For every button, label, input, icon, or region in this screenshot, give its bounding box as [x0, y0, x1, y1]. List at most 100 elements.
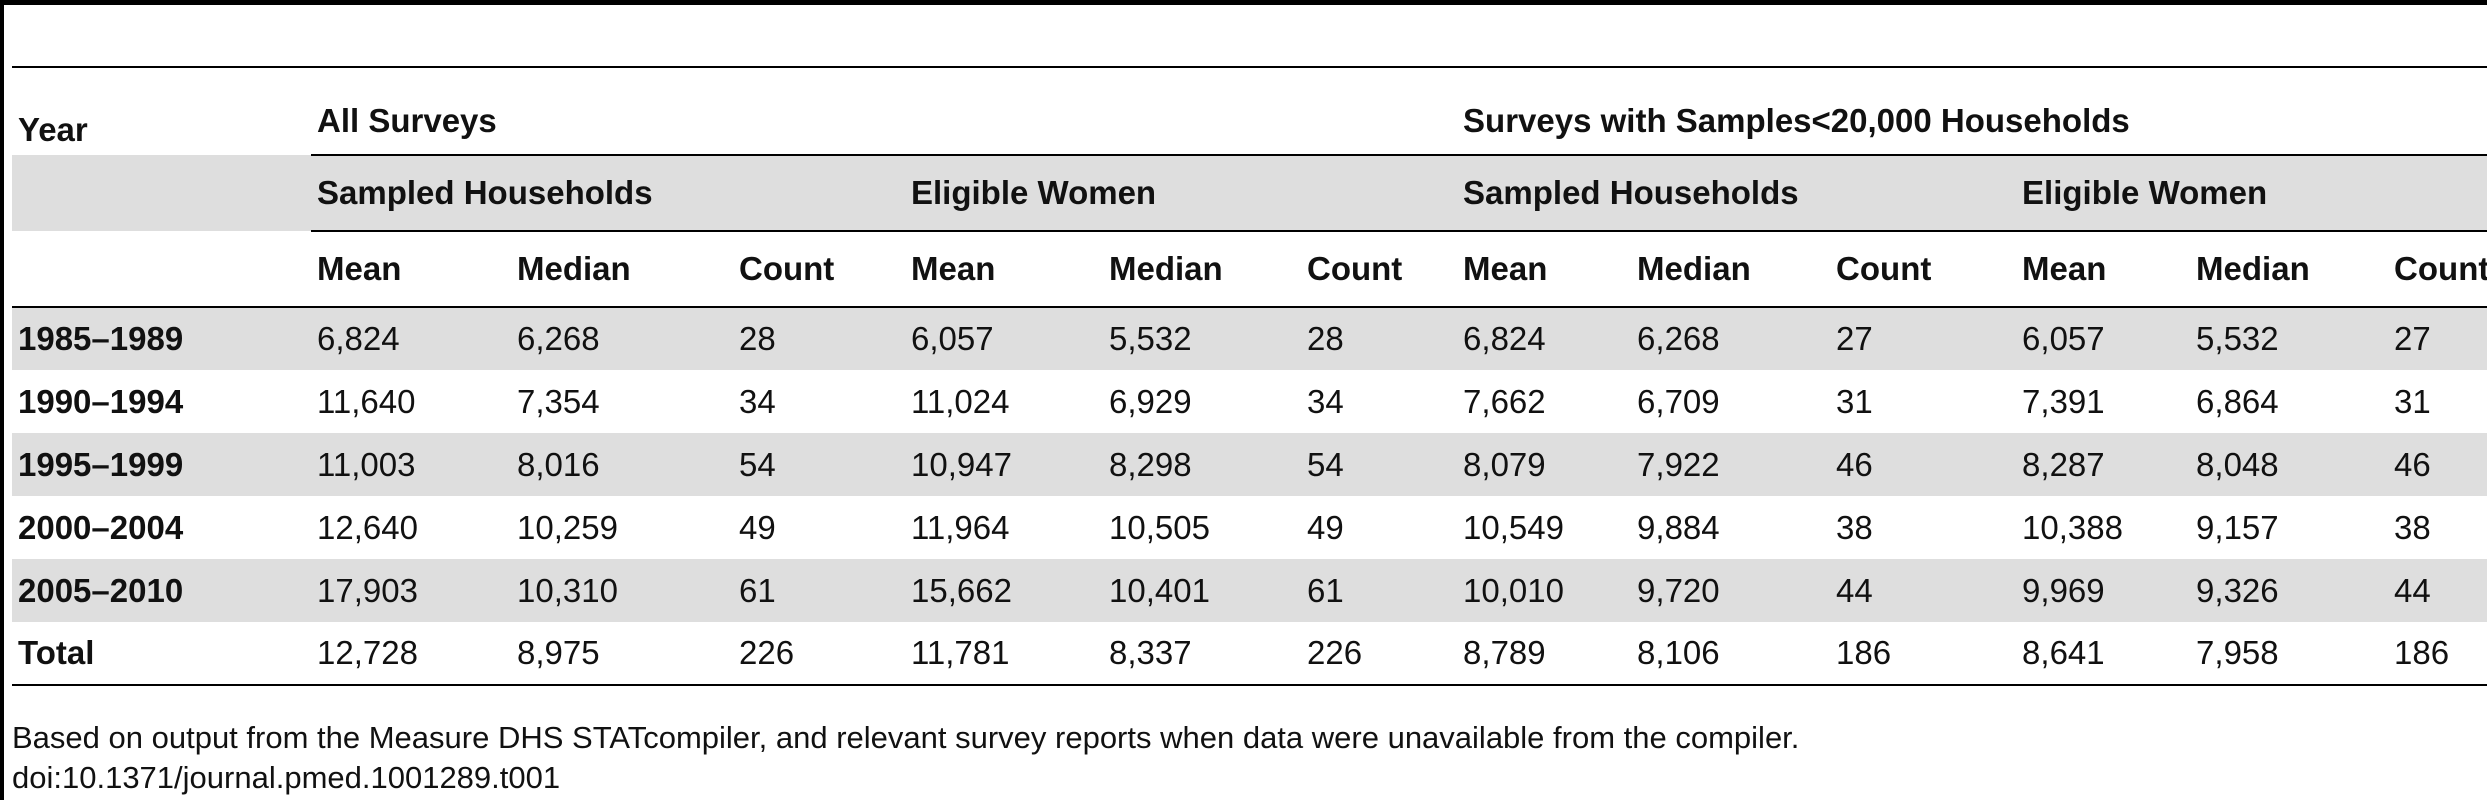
table-cell: 49: [1307, 508, 1344, 546]
table-cell: 6,709: [1637, 382, 1720, 420]
table-row: Total 12,728 8,975 226 11,781 8,337 226 8,789 8,…: [12, 622, 2487, 686]
table-cell: 11,781: [905, 622, 1103, 686]
top-rule: [0, 0, 2487, 5]
stat-header-median: Median: [1103, 230, 1301, 307]
subgroup-header-sampled-households-all: Sampled Households: [311, 154, 905, 231]
subgroup-header-eligible-women-small: Eligible Women: [2016, 154, 2487, 231]
table-cell: 49: [739, 508, 776, 546]
stat-header-mean: Mean: [905, 230, 1103, 307]
group-header-row: Year All Surveys Surveys with Samples<20…: [12, 66, 2487, 155]
row-year: 1985–1989: [12, 307, 311, 370]
table-cell: 9,720: [1631, 559, 1831, 622]
table-cell: 11,640: [317, 382, 416, 420]
table-cell: 8,016: [511, 433, 733, 496]
table-cell: 5,532: [2190, 307, 2389, 370]
table-cell: 226: [1301, 622, 1458, 686]
table-cell: 54: [1301, 433, 1458, 496]
row-year: 1990–1994: [18, 382, 184, 420]
table-cell: 6,057: [905, 307, 1103, 370]
table-cell: 7,391: [2022, 382, 2105, 420]
table-cell: 46: [1830, 433, 2017, 496]
footnote: Based on output from the Measure DHS STA…: [12, 720, 1800, 755]
row-year: 2005–2010: [12, 559, 311, 622]
group-header-all-surveys: All Surveys: [311, 66, 1458, 155]
table-cell: 27: [1830, 307, 2017, 370]
table-cell: 6,864: [2196, 382, 2279, 420]
left-rule: [0, 0, 4, 800]
table-cell: 38: [1836, 508, 1873, 546]
table-cell: 7,354: [517, 382, 600, 420]
row-year: 2000–2004: [18, 508, 184, 546]
table-cell: 38: [2394, 508, 2431, 546]
table-cell: 12,728: [311, 622, 511, 686]
table-cell: 12,640: [317, 508, 418, 546]
table-cell: 8,298: [1103, 433, 1301, 496]
table-cell: 10,947: [905, 433, 1103, 496]
table-cell: 46: [2388, 433, 2487, 496]
table-cell: 186: [1830, 622, 2017, 686]
table-cell: 186: [2388, 622, 2487, 686]
subgroup-header-sampled-households-small: Sampled Households: [1457, 154, 2017, 231]
table-cell: 17,903: [311, 559, 511, 622]
table-cell: 10,259: [517, 508, 618, 546]
stat-header-row: Mean Median Count Mean Median Count Mean…: [12, 230, 2487, 307]
table-cell: 9,326: [2190, 559, 2389, 622]
table-cell: 226: [733, 622, 905, 686]
table-cell: 10,549: [1463, 508, 1564, 546]
table-cell: 31: [1836, 382, 1873, 420]
table-cell: 34: [739, 382, 776, 420]
table-cell: 8,048: [2190, 433, 2389, 496]
table-cell: 11,964: [911, 508, 1010, 546]
table-body: 1985–1989 6,824 6,268 28 6,057 5,532 28 6,824 6,…: [12, 307, 2487, 686]
table-cell: 54: [733, 433, 905, 496]
table-cell: 61: [733, 559, 905, 622]
subgroup-spacer: [12, 155, 311, 231]
table-cell: 10,401: [1103, 559, 1301, 622]
table-notes: Based on output from the Measure DHS STA…: [12, 718, 1799, 798]
table-cell: 11,024: [911, 382, 1010, 420]
table-cell: 44: [2388, 559, 2487, 622]
stat-header-mean: Mean: [1457, 230, 1632, 307]
table-cell: 8,106: [1631, 622, 1831, 686]
table-cell: 6,268: [1631, 307, 1831, 370]
table-cell: 31: [2394, 382, 2431, 420]
table-cell: 28: [733, 307, 905, 370]
stat-header-count: Count: [2388, 230, 2487, 307]
table-row: 1995–1999 11,003 8,016 54 10,947 8,298 54 8,079…: [12, 433, 2487, 496]
table-cell: 28: [1301, 307, 1458, 370]
table-row: 2005–2010 17,903 10,310 61 15,662 10,401 61 10,…: [12, 559, 2487, 622]
table-cell: 7,958: [2190, 622, 2389, 686]
table-cell: 6,824: [311, 307, 511, 370]
table-cell: 5,532: [1103, 307, 1301, 370]
table-cell: 11,003: [311, 433, 511, 496]
group-header-small-surveys: Surveys with Samples<20,000 Households: [1457, 66, 2487, 155]
stat-header-median: Median: [2190, 230, 2389, 307]
stat-header-count: Count: [1830, 230, 2017, 307]
table-cell: 27: [2388, 307, 2487, 370]
table-cell: 8,079: [1457, 433, 1632, 496]
subgroup-header-eligible-women-all: Eligible Women: [905, 154, 1458, 231]
table-cell: 34: [1307, 382, 1344, 420]
table-cell: 10,388: [2022, 508, 2123, 546]
table-cell: 7,662: [1463, 382, 1546, 420]
table-cell: 8,641: [2016, 622, 2191, 686]
doi-reference: doi:10.1371/journal.pmed.1001289.t001: [12, 760, 561, 795]
stat-header-mean: Mean: [311, 230, 511, 307]
table-cell: 8,287: [2016, 433, 2191, 496]
table-row: 1990–1994 11,640 7,354 34 11,024 6,929 34 7,662…: [12, 370, 2487, 433]
table-cell: 61: [1301, 559, 1458, 622]
table-cell: 9,969: [2016, 559, 2191, 622]
table-cell: 6,057: [2016, 307, 2191, 370]
table-cell: 44: [1830, 559, 2017, 622]
table-cell: 9,157: [2196, 508, 2279, 546]
stat-header-count: Count: [733, 230, 905, 307]
table-cell: 10,505: [1109, 508, 1210, 546]
table-cell: 10,310: [511, 559, 733, 622]
table-cell: 8,789: [1457, 622, 1632, 686]
table-cell: 7,922: [1631, 433, 1831, 496]
data-table-container: Year All Surveys Surveys with Samples<20…: [12, 66, 2487, 686]
table-row: 1985–1989 6,824 6,268 28 6,057 5,532 28 6,824 6,…: [12, 307, 2487, 370]
table-cell: 10,010: [1457, 559, 1632, 622]
table-row: 2000–2004 12,640 10,259 49 11,964 10,505 49 10,…: [12, 496, 2487, 559]
table-cell: 6,929: [1109, 382, 1192, 420]
